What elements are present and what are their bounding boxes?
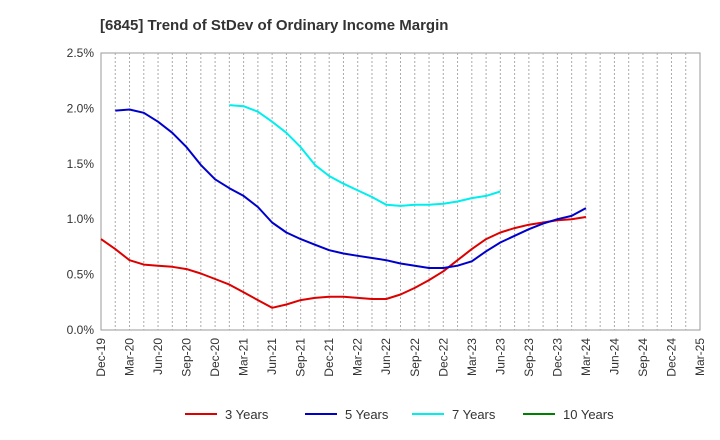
legend-label-10-years: 10 Years (563, 407, 614, 422)
y-tick-label: 0.5% (67, 268, 95, 282)
x-tick-label: Dec-21 (322, 338, 336, 377)
x-tick-label: Jun-23 (493, 338, 507, 375)
x-tick-label: Sep-22 (408, 338, 422, 377)
series-line-5-years (115, 108, 587, 269)
x-tick-label: Sep-21 (294, 338, 308, 377)
x-tick-label: Dec-19 (94, 338, 108, 377)
y-tick-label: 2.5% (67, 46, 95, 60)
x-tick-label: Jun-20 (151, 338, 165, 375)
x-tick-label: Mar-22 (351, 338, 365, 376)
x-tick-label: Dec-22 (436, 338, 450, 377)
x-tick-label: Mar-23 (465, 338, 479, 376)
x-tick-label: Mar-24 (579, 338, 593, 376)
x-tick-label: Mar-20 (123, 338, 137, 376)
y-tick-label: 2.0% (67, 101, 95, 115)
series-line-3-years (100, 216, 587, 309)
chart-title: [6845] Trend of StDev of Ordinary Income… (100, 17, 448, 34)
x-tick-label: Dec-23 (550, 338, 564, 377)
y-tick-label: 1.5% (67, 157, 95, 171)
series-line-7-years (229, 104, 501, 207)
x-tick-label: Dec-20 (208, 338, 222, 377)
x-tick-label: Dec-24 (664, 338, 678, 377)
y-tick-label: 1.0% (67, 212, 95, 226)
grid (100, 52, 701, 331)
x-tick-label: Mar-25 (693, 338, 707, 376)
x-tick-label: Sep-24 (636, 338, 650, 377)
series-lines (100, 104, 587, 309)
legend-label-5-years: 5 Years (345, 407, 389, 422)
axes: 0.0% 0.5% 1.0% 1.5% 2.0% 2.5% Dec-19 Mar-20 Jun-… (67, 46, 707, 377)
x-tick-label: Jun-24 (607, 338, 621, 375)
legend-label-7-years: 7 Years (452, 407, 496, 422)
x-tick-label: Jun-22 (379, 338, 393, 375)
x-tick-label: Sep-20 (180, 338, 194, 377)
y-tick-label: 0.0% (67, 323, 95, 337)
x-tick-label: Mar-21 (237, 338, 251, 376)
x-tick-label: Jun-21 (265, 338, 279, 375)
legend-label-3-years: 3 Years (225, 407, 269, 422)
legend: 3 Years 5 Years 7 Years 10 Years (185, 407, 614, 422)
x-tick-label: Sep-23 (522, 338, 536, 377)
